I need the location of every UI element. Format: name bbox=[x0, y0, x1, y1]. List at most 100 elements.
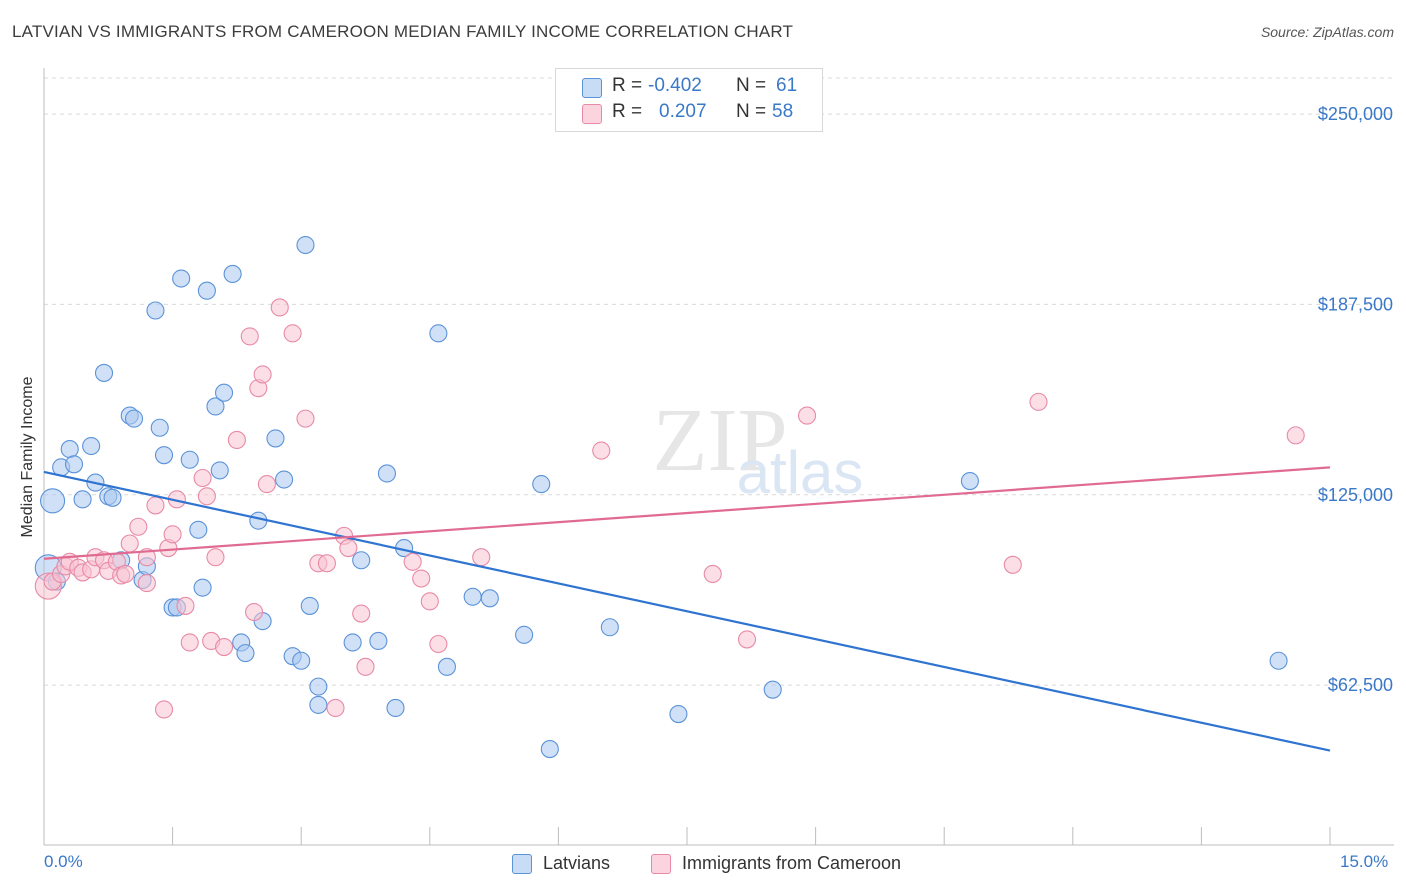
legend-row-cameroon: R = 0.207 N = 58 bbox=[556, 101, 822, 127]
latvian-point bbox=[40, 488, 66, 514]
latvian-point bbox=[124, 409, 144, 428]
cameroon-point bbox=[137, 574, 156, 593]
latvian-point bbox=[296, 235, 315, 255]
latvian-point bbox=[64, 455, 84, 474]
cameroon-trend-line bbox=[43, 466, 1331, 560]
cameroon-point bbox=[129, 517, 148, 536]
latvian-point bbox=[154, 446, 174, 465]
cameroon-point bbox=[1003, 555, 1022, 574]
cameroon-point bbox=[257, 475, 276, 494]
cameroon-point bbox=[244, 602, 264, 622]
cameroon-point bbox=[592, 441, 611, 460]
watermark: ZIP bbox=[653, 391, 788, 490]
latvian-point bbox=[189, 520, 208, 539]
cameroon-point bbox=[283, 324, 302, 343]
latvian-point bbox=[429, 324, 448, 343]
latvian-point bbox=[463, 587, 482, 606]
cameroon-point bbox=[703, 564, 722, 583]
latvian-point bbox=[292, 651, 311, 670]
latvian-point bbox=[1269, 651, 1288, 670]
cameroon-point bbox=[797, 406, 817, 425]
y-tick-label: $250,000 bbox=[1318, 104, 1393, 124]
latvian-point bbox=[210, 461, 229, 480]
latvian-point bbox=[223, 264, 242, 284]
legend-n-label: N = bbox=[736, 101, 767, 122]
latvian-point bbox=[82, 436, 101, 456]
latvian-point bbox=[300, 596, 319, 615]
cameroon-point bbox=[326, 698, 345, 718]
latvian-point bbox=[275, 470, 294, 489]
cameroon-point bbox=[317, 554, 336, 573]
cameroon-point bbox=[412, 569, 431, 588]
cameroon-point bbox=[420, 592, 439, 611]
bottom-swatch-pink bbox=[651, 854, 671, 874]
latvian-point bbox=[206, 397, 225, 416]
latvian-point bbox=[309, 677, 328, 696]
latvian-point bbox=[437, 657, 456, 676]
cameroon-point bbox=[403, 552, 422, 571]
latvian-point bbox=[480, 589, 499, 608]
trend-layer bbox=[43, 466, 1331, 752]
cameroon-point bbox=[206, 548, 225, 567]
latvian-point bbox=[386, 698, 405, 718]
cameroon-point bbox=[240, 327, 259, 346]
cameroon-point bbox=[253, 365, 272, 384]
latvian-point bbox=[94, 363, 114, 382]
cameroon-point bbox=[1029, 392, 1048, 411]
cameroon-point bbox=[163, 525, 182, 544]
latvian-point bbox=[343, 633, 362, 652]
latvian-point bbox=[180, 450, 199, 469]
cameroon-point bbox=[1286, 426, 1305, 445]
cameroon-point bbox=[146, 496, 165, 515]
cameroon-point bbox=[352, 604, 371, 623]
latvian-point bbox=[763, 680, 782, 699]
latvian-point bbox=[515, 625, 534, 644]
cameroon-point bbox=[214, 637, 234, 657]
cameroon-point bbox=[270, 298, 289, 317]
bottom-legend-label: Immigrants from Cameroon bbox=[682, 853, 902, 873]
latvian-point bbox=[146, 301, 165, 320]
cameroon-point bbox=[472, 548, 491, 567]
latvian-point bbox=[600, 618, 619, 637]
latvian-point bbox=[197, 281, 216, 300]
latvian-point bbox=[172, 269, 191, 288]
legend-row-latvians: R = -0.402 N = 61 bbox=[556, 75, 822, 101]
cameroon-point bbox=[193, 468, 212, 488]
x-tick-max: 15.0% bbox=[1340, 852, 1389, 871]
latvian-point bbox=[103, 488, 122, 507]
latvian-point bbox=[193, 578, 212, 597]
legend-r-label: R = bbox=[612, 75, 643, 96]
latvian-point bbox=[214, 383, 234, 402]
latvian-point bbox=[540, 740, 559, 759]
latvian-point bbox=[73, 490, 92, 509]
latvian-point bbox=[960, 472, 979, 491]
latvian-point bbox=[150, 418, 169, 437]
legend-r-value: -0.402 bbox=[648, 75, 702, 96]
cameroon-point bbox=[116, 564, 135, 583]
axes-layer bbox=[43, 68, 1394, 846]
cameroon-point bbox=[339, 539, 358, 558]
x-tick-min: 0.0% bbox=[44, 852, 83, 871]
cameroon-point bbox=[227, 430, 246, 449]
y-tick-label: $125,000 bbox=[1318, 485, 1393, 505]
source-credit: Source: ZipAtlas.com bbox=[1260, 24, 1394, 40]
cameroon-point bbox=[197, 487, 216, 506]
cameroon-point bbox=[180, 633, 199, 652]
latvian-point bbox=[532, 475, 551, 494]
latvian-point bbox=[377, 464, 396, 483]
latvian-point bbox=[60, 440, 79, 459]
y-tick-label: $187,500 bbox=[1318, 294, 1393, 314]
chart-title: LATVIAN VS IMMIGRANTS FROM CAMEROON MEDI… bbox=[12, 22, 794, 41]
latvian-point bbox=[669, 704, 688, 724]
legend-r-label: R = bbox=[612, 101, 643, 122]
legend-swatch-blue bbox=[582, 78, 602, 98]
cameroon-point bbox=[356, 657, 375, 676]
latvian-trend-line bbox=[43, 470, 1331, 752]
cameroon-point bbox=[120, 534, 139, 553]
legend-n-value: 61 bbox=[776, 75, 798, 96]
points-layer bbox=[34, 235, 1305, 759]
latvian-point bbox=[266, 429, 285, 448]
legend-n-value: 58 bbox=[772, 101, 794, 122]
cameroon-point bbox=[176, 596, 195, 615]
